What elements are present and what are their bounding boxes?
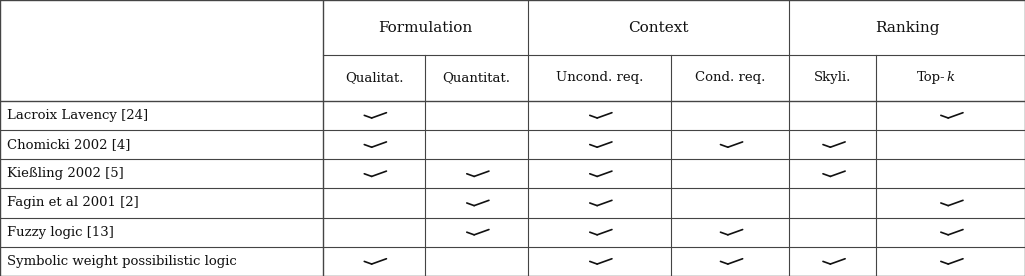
Text: k: k	[947, 71, 954, 84]
Text: Qualitat.: Qualitat.	[344, 71, 404, 84]
Text: Kießling 2002 [5]: Kießling 2002 [5]	[7, 167, 124, 180]
Text: Ranking: Ranking	[875, 21, 939, 34]
Text: Chomicki 2002 [4]: Chomicki 2002 [4]	[7, 138, 130, 151]
Text: Fuzzy logic [13]: Fuzzy logic [13]	[7, 226, 114, 239]
Text: Symbolic weight possibilistic logic: Symbolic weight possibilistic logic	[7, 255, 237, 268]
Text: Formulation: Formulation	[378, 21, 473, 34]
Text: Uncond. req.: Uncond. req.	[556, 71, 644, 84]
Text: Skyli.: Skyli.	[814, 71, 852, 84]
Text: Context: Context	[628, 21, 689, 34]
Text: Lacroix Lavency [24]: Lacroix Lavency [24]	[7, 109, 149, 122]
Text: Fagin et al 2001 [2]: Fagin et al 2001 [2]	[7, 197, 139, 209]
Text: Cond. req.: Cond. req.	[695, 71, 766, 84]
Text: Quantitat.: Quantitat.	[443, 71, 510, 84]
Text: Top-: Top-	[917, 71, 945, 84]
